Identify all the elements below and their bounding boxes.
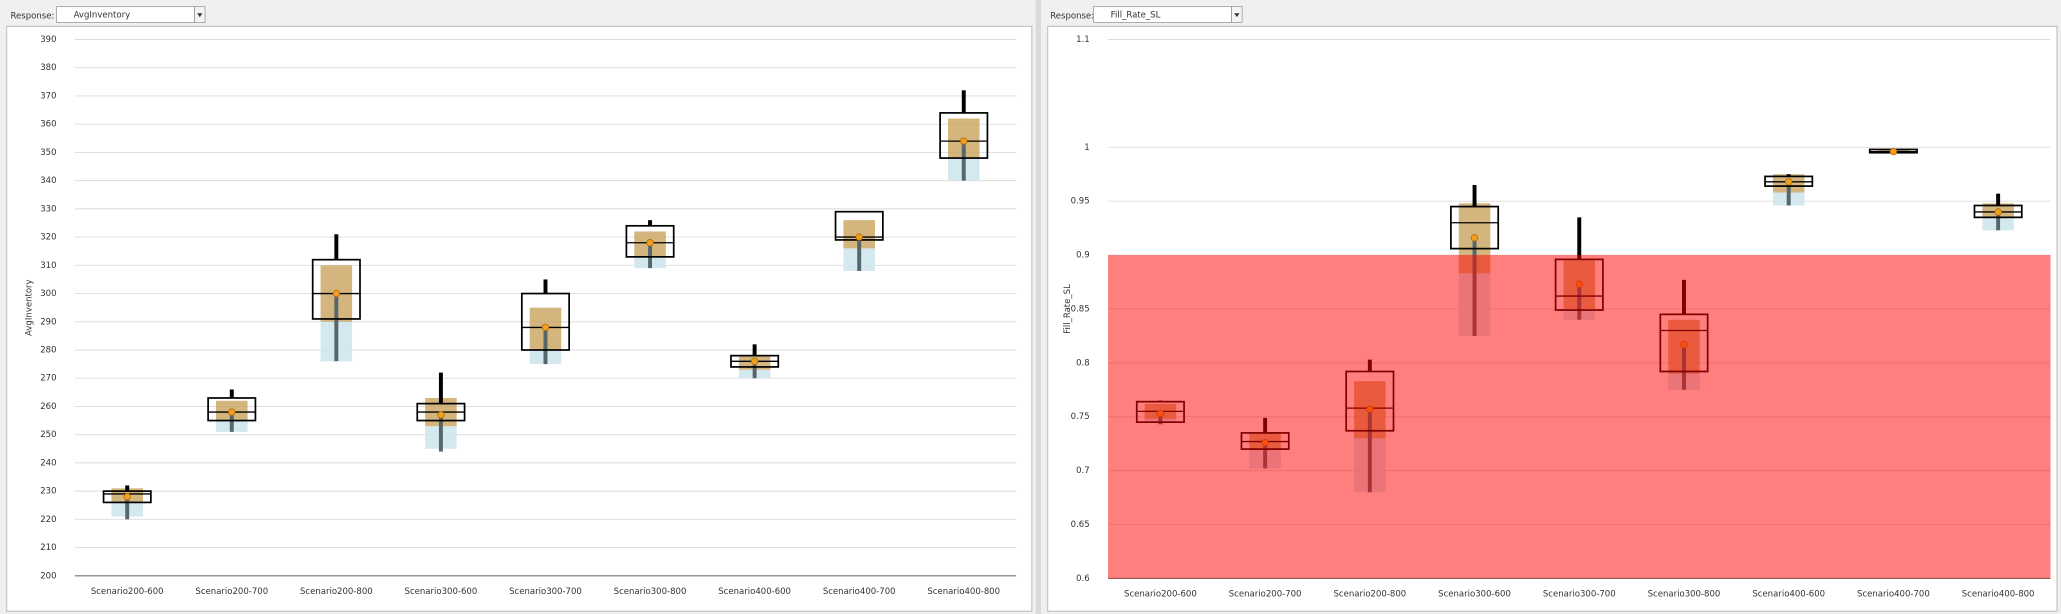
y-axis-label: AvgInventory xyxy=(24,279,34,336)
box xyxy=(102,490,152,504)
x-tick-label: Scenario300-800 xyxy=(614,587,687,597)
box xyxy=(311,258,361,320)
x-tick-label: Scenario200-800 xyxy=(300,587,373,597)
y-tick-label: 0.6 xyxy=(1076,574,1090,584)
mean xyxy=(228,408,236,416)
response-label: Response: xyxy=(11,11,55,21)
y-tick-label: 0.65 xyxy=(1071,520,1090,530)
x-tick-label: Scenario200-600 xyxy=(91,587,164,597)
mean xyxy=(1785,178,1793,186)
x-tick-label: Scenario300-600 xyxy=(405,587,478,597)
box xyxy=(939,112,989,159)
x-tick-label: Scenario300-600 xyxy=(1438,590,1511,600)
y-tick-label: 210 xyxy=(40,543,56,553)
x-tick-label: Scenario300-700 xyxy=(1543,590,1616,600)
y-tick-label: 0.8 xyxy=(1076,358,1090,368)
response-label: Response: xyxy=(1050,11,1094,21)
x-tick-label: Scenario400-800 xyxy=(927,587,1000,597)
mean xyxy=(1994,208,2002,216)
y-tick-label: 300 xyxy=(40,289,56,299)
x-tick-label: Scenario400-600 xyxy=(1752,590,1825,600)
x-tick-label: Scenario300-700 xyxy=(509,587,582,597)
mean xyxy=(750,357,759,365)
x-tick-label: Scenario200-600 xyxy=(1124,590,1197,600)
dropdown-arrow xyxy=(1234,13,1240,18)
mean xyxy=(1470,234,1479,242)
y-tick-label: 0.9 xyxy=(1076,251,1090,261)
y-tick-label: 1 xyxy=(1084,143,1089,153)
x-tick-label: Scenario400-700 xyxy=(823,587,896,597)
dropdown-value: Fill_Rate_SL xyxy=(1111,11,1161,21)
box xyxy=(207,397,257,422)
x-tick-label: Scenario300-800 xyxy=(1648,590,1721,600)
threshold-region xyxy=(1108,255,2051,579)
box xyxy=(625,224,675,258)
y-tick-label: 330 xyxy=(40,204,56,214)
y-tick-label: 270 xyxy=(40,374,56,384)
mean xyxy=(541,323,550,332)
mean xyxy=(960,137,968,145)
y-tick-label: 350 xyxy=(40,148,56,158)
dropdown-value: AvgInventory xyxy=(74,11,131,21)
y-tick-label: 200 xyxy=(40,571,56,581)
y-tick-label: 0.95 xyxy=(1071,197,1090,207)
y-tick-label: 280 xyxy=(40,345,56,355)
y-tick-label: 380 xyxy=(40,63,56,73)
dropdown-arrow xyxy=(197,13,203,18)
x-tick-label: Scenario200-700 xyxy=(1229,590,1302,600)
y-axis-label: Fill_Rate_SL xyxy=(1063,284,1073,334)
box xyxy=(520,292,570,351)
y-tick-label: 0.85 xyxy=(1071,304,1090,314)
x-tick-label: Scenario400-600 xyxy=(718,587,791,597)
splitter[interactable] xyxy=(1035,0,1042,614)
mean xyxy=(646,239,654,247)
y-tick-label: 230 xyxy=(40,487,56,497)
y-tick-label: 390 xyxy=(40,35,56,45)
x-tick-label: Scenario400-800 xyxy=(1962,590,2035,600)
plot-area xyxy=(74,39,1017,576)
mean xyxy=(332,289,341,298)
y-tick-label: 340 xyxy=(40,176,56,186)
box xyxy=(1450,205,1500,250)
y-tick-label: 370 xyxy=(40,91,56,101)
mean xyxy=(1889,147,1898,156)
y-tick-label: 290 xyxy=(40,317,56,327)
y-tick-label: 240 xyxy=(40,458,56,468)
mean xyxy=(855,233,863,241)
y-tick-label: 310 xyxy=(40,261,56,271)
y-tick-label: 0.75 xyxy=(1071,412,1090,422)
y-tick-label: 1.1 xyxy=(1076,35,1090,45)
mean xyxy=(123,493,131,501)
y-tick-label: 0.7 xyxy=(1076,466,1090,476)
y-tick-label: 260 xyxy=(40,402,56,412)
x-tick-label: Scenario200-700 xyxy=(195,587,268,597)
x-tick-label: Scenario200-800 xyxy=(1333,590,1406,600)
y-tick-label: 360 xyxy=(40,120,56,130)
x-tick-label: Scenario400-700 xyxy=(1857,590,1930,600)
y-tick-label: 220 xyxy=(40,515,56,525)
y-tick-label: 320 xyxy=(40,233,56,243)
mean xyxy=(437,411,445,419)
y-tick-label: 250 xyxy=(40,430,56,440)
